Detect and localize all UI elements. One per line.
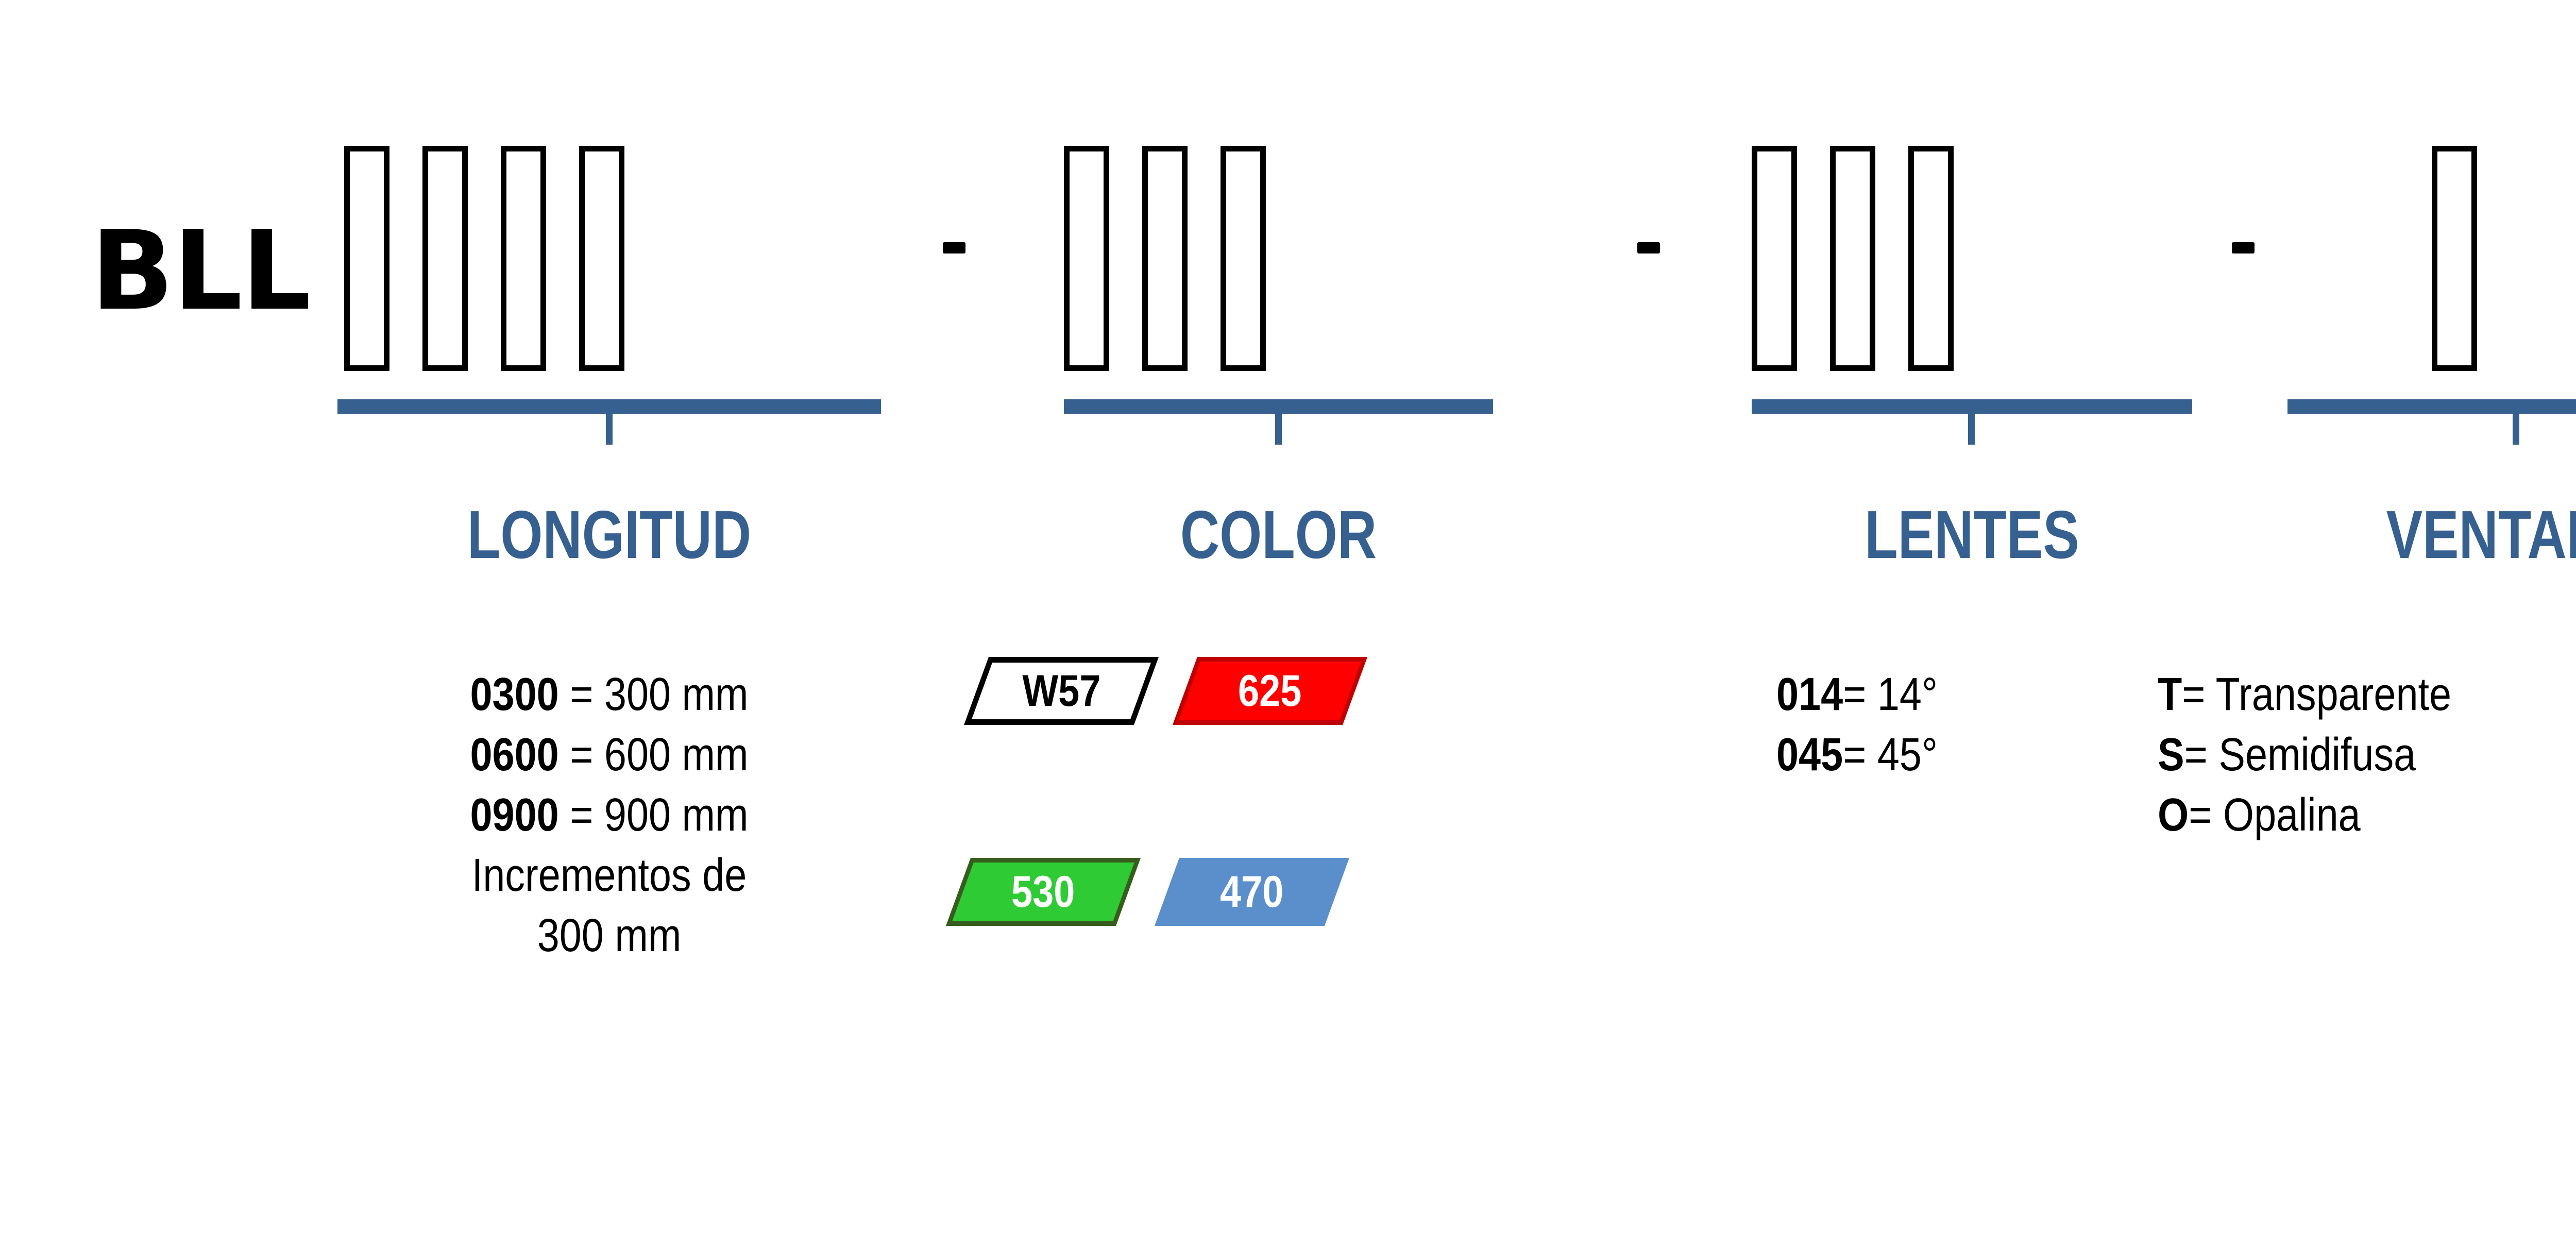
options-ventana: T= Transparente S= Semidifusa O= Opalina bbox=[2158, 665, 2499, 846]
option-code: S bbox=[2158, 729, 2184, 781]
code-box-ventana-1[interactable] bbox=[2432, 146, 2477, 371]
option-code: 045 bbox=[1776, 729, 1843, 781]
option-sep: = bbox=[2182, 669, 2216, 720]
option-value: 45° bbox=[1877, 729, 1938, 781]
option-row: 0900 = 900 mm bbox=[376, 785, 843, 846]
code-box-lentes-1[interactable] bbox=[1752, 146, 1797, 371]
longitud-note-line-2: 300 mm bbox=[537, 910, 682, 961]
option-row: 045= 45° bbox=[1776, 725, 1938, 785]
section-title-color: COLOR bbox=[1180, 497, 1377, 572]
code-prefix: BLL bbox=[91, 207, 311, 334]
color-swatch-470[interactable]: 470 bbox=[1154, 858, 1350, 926]
option-value: 300 mm bbox=[604, 669, 749, 720]
option-value: 14° bbox=[1877, 669, 1938, 720]
option-row: 014= 14° bbox=[1776, 665, 1938, 725]
option-sep: = bbox=[558, 729, 604, 781]
color-swatch-label: 470 bbox=[1220, 867, 1284, 917]
options-lentes: 014= 14° 045= 45° bbox=[1776, 665, 1964, 785]
option-code: 0600 bbox=[470, 729, 559, 781]
code-box-longitud-4[interactable] bbox=[579, 146, 624, 371]
color-swatch-label: 530 bbox=[1011, 867, 1075, 917]
options-longitud: 0300 = 300 mm 0600 = 600 mm 0900 = 900 m… bbox=[337, 665, 881, 966]
color-swatch-label: 625 bbox=[1238, 666, 1302, 716]
code-separator-2 bbox=[1637, 242, 1660, 253]
color-swatch-label: W57 bbox=[1022, 666, 1101, 716]
option-sep: = bbox=[558, 789, 604, 841]
code-separator-1 bbox=[943, 242, 965, 253]
color-swatch-625[interactable]: 625 bbox=[1172, 657, 1368, 725]
option-sep: = bbox=[558, 669, 604, 720]
option-value: 900 mm bbox=[604, 789, 749, 841]
option-sep: = bbox=[2184, 729, 2219, 781]
option-row: 0300 = 300 mm bbox=[376, 665, 843, 725]
option-row: O= Opalina bbox=[2158, 785, 2451, 846]
color-swatch-530[interactable]: 530 bbox=[945, 858, 1141, 926]
option-sep: = bbox=[1843, 729, 1877, 781]
option-row: T= Transparente bbox=[2158, 665, 2451, 725]
option-value: Semidifusa bbox=[2218, 729, 2416, 781]
option-value: 600 mm bbox=[604, 729, 749, 781]
option-value: Opalina bbox=[2223, 789, 2361, 841]
code-box-lentes-3[interactable] bbox=[1908, 146, 1954, 371]
section-title-longitud: LONGITUD bbox=[467, 497, 752, 572]
section-title-ventana: VENTANA bbox=[2386, 497, 2576, 572]
option-value: Transparente bbox=[2215, 669, 2452, 720]
color-swatch-w57[interactable]: W57 bbox=[963, 657, 1159, 725]
option-sep: = bbox=[2189, 789, 2223, 841]
option-row: 0600 = 600 mm bbox=[376, 725, 843, 785]
option-sep: = bbox=[1843, 669, 1877, 720]
code-box-color-2[interactable] bbox=[1142, 146, 1188, 371]
product-code-row: BLL bbox=[0, 0, 2576, 392]
option-code: 0300 bbox=[470, 669, 559, 720]
option-code: O bbox=[2158, 789, 2189, 841]
section-title-lentes: LENTES bbox=[1865, 497, 2079, 572]
option-code: T bbox=[2158, 669, 2182, 720]
code-box-longitud-3[interactable] bbox=[501, 146, 546, 371]
longitud-note-line-1: Incrementos de bbox=[471, 850, 747, 901]
code-separator-3 bbox=[2232, 242, 2255, 253]
option-code: 014 bbox=[1776, 669, 1843, 720]
code-box-color-1[interactable] bbox=[1064, 146, 1109, 371]
option-code: 0900 bbox=[470, 789, 559, 841]
code-box-longitud-1[interactable] bbox=[344, 146, 389, 371]
code-box-lentes-2[interactable] bbox=[1830, 146, 1875, 371]
code-box-longitud-2[interactable] bbox=[422, 146, 468, 371]
option-row: S= Semidifusa bbox=[2158, 725, 2451, 785]
code-box-color-3[interactable] bbox=[1221, 146, 1266, 371]
